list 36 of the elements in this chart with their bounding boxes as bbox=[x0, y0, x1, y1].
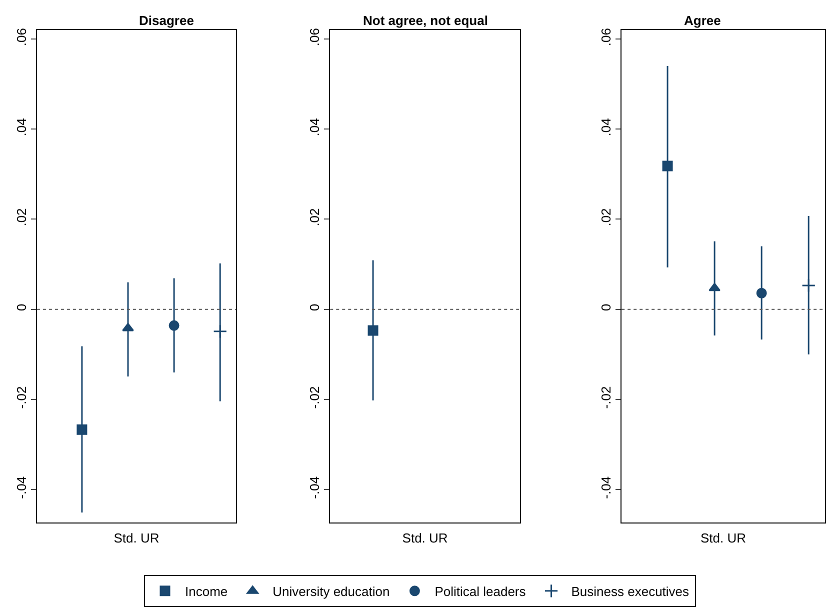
y-tick-label: .02 bbox=[306, 208, 322, 226]
y-tick-label: -.04 bbox=[14, 476, 29, 499]
legend-label: Political leaders bbox=[434, 584, 526, 599]
point bbox=[756, 288, 767, 298]
y-tick-label: .06 bbox=[306, 28, 322, 46]
point bbox=[168, 320, 180, 331]
y-tick-label: -.02 bbox=[306, 386, 322, 409]
x-axis-title: Std. UR bbox=[402, 530, 448, 546]
y-tick-label: .04 bbox=[598, 118, 614, 136]
y-tick-label: 0 bbox=[306, 304, 322, 311]
y-tick-label: -.04 bbox=[306, 476, 322, 499]
legend-label: Business executives bbox=[571, 584, 690, 599]
y-tick-label: .02 bbox=[14, 208, 29, 226]
y-tick-label: -.02 bbox=[598, 386, 614, 409]
chart-title: Disagree bbox=[139, 13, 194, 28]
y-tick-label: .04 bbox=[14, 118, 29, 136]
point bbox=[213, 324, 228, 338]
y-tick-label: .06 bbox=[598, 28, 614, 46]
y-tick-label: .06 bbox=[14, 28, 29, 46]
legend-label: Income bbox=[185, 584, 228, 599]
point bbox=[708, 282, 721, 292]
chart-title: Not agree, not equal bbox=[363, 13, 488, 28]
chart-title: Agree bbox=[684, 13, 721, 28]
x-axis-title: Std. UR bbox=[114, 530, 160, 546]
point bbox=[662, 160, 673, 172]
legend-label: University education bbox=[272, 584, 390, 599]
point bbox=[122, 323, 134, 332]
x-axis-title: Std. UR bbox=[700, 530, 746, 546]
y-tick-label: -.04 bbox=[598, 476, 614, 499]
y-tick-label: -.02 bbox=[14, 386, 29, 409]
point bbox=[802, 278, 816, 292]
y-tick-label: 0 bbox=[598, 304, 614, 311]
y-tick-label: .04 bbox=[306, 118, 322, 136]
y-tick-label: .02 bbox=[598, 208, 614, 226]
point bbox=[76, 424, 88, 435]
y-tick-label: 0 bbox=[14, 304, 29, 311]
